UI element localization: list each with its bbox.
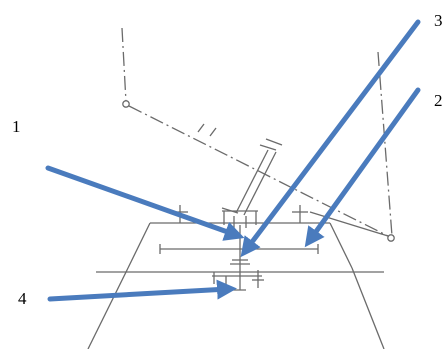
linkage-drawing <box>87 27 395 349</box>
shaft-rail-1 <box>235 149 269 214</box>
label-3: 3 <box>434 11 443 30</box>
diagonal-link <box>128 105 389 237</box>
shaft-cap-2 <box>265 138 283 146</box>
callout-arrows <box>45 19 421 302</box>
base-right <box>351 267 385 349</box>
label-2: 2 <box>434 91 443 110</box>
shaft-cap-1 <box>259 144 277 151</box>
arrow-1 <box>45 165 245 241</box>
arrow-4 <box>47 279 237 302</box>
label-4: 4 <box>18 289 27 308</box>
right-rod <box>377 51 393 237</box>
link-tick-1 <box>197 123 205 133</box>
housing-right <box>329 222 353 269</box>
arrow-3 <box>240 19 421 258</box>
right-pivot <box>387 234 395 242</box>
arrow-2 <box>304 87 421 248</box>
link-tick-2 <box>209 127 217 137</box>
shaft-rail-2 <box>243 151 277 216</box>
housing-left <box>127 222 151 269</box>
left-rod <box>121 27 127 103</box>
base-left <box>87 267 129 349</box>
return-link <box>309 211 389 237</box>
left-pivot <box>122 100 130 108</box>
label-1: 1 <box>12 117 21 136</box>
